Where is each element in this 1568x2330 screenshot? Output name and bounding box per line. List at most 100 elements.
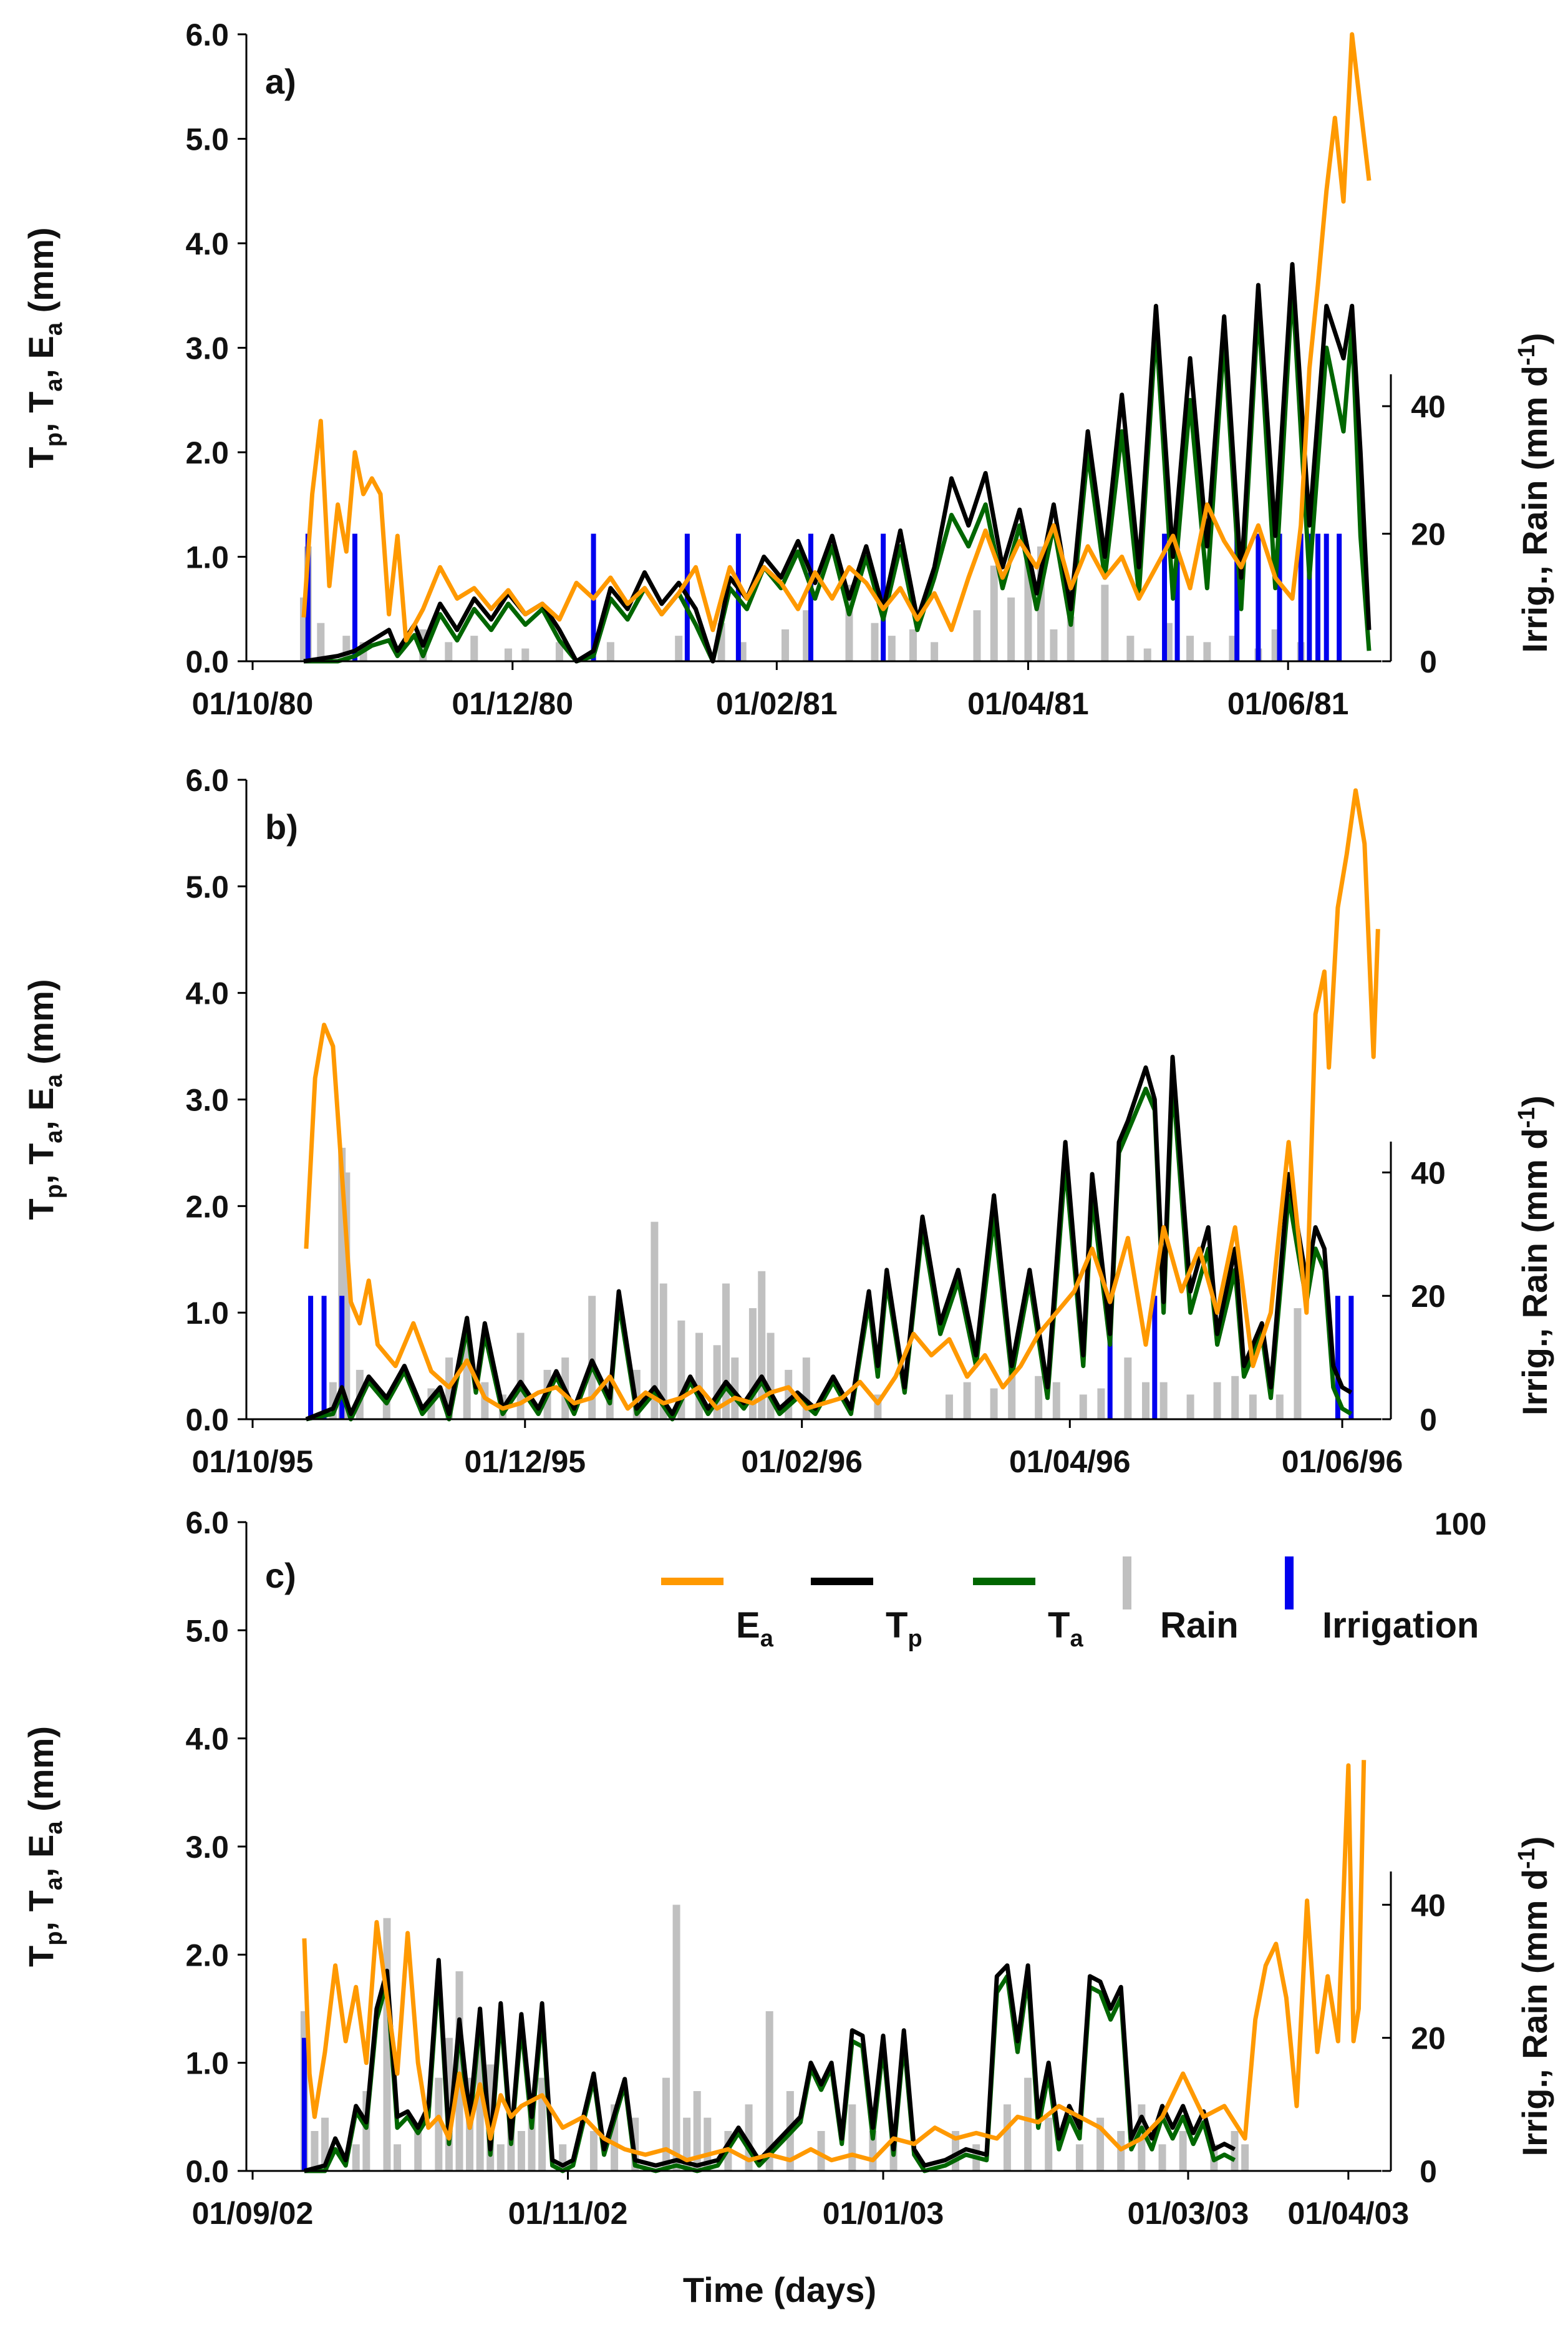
y-tick-label: 4.0: [185, 226, 229, 261]
left-axis-title-part: p: [41, 1931, 67, 1946]
irrigation-bar: [1298, 533, 1304, 661]
irrigation-bar: [1152, 1296, 1158, 1419]
rain-bar: [1024, 2077, 1032, 2171]
left-axis-title-part: a: [41, 1074, 67, 1087]
y-tick-label: 5.0: [185, 870, 229, 905]
y2-tick-label: 40: [1411, 1888, 1446, 1923]
rain-bar: [1231, 2131, 1239, 2171]
irrigation-bar: [1256, 533, 1261, 661]
left-axis-title: Tp, Ta, Ea (mm): [21, 1726, 67, 1967]
rain-bar: [1158, 2144, 1166, 2171]
right-axis-title-part: Irrig., Rain (mm d: [1515, 1128, 1554, 1415]
rain-bar: [1179, 2131, 1187, 2171]
rain-bar: [1126, 636, 1135, 661]
x-tick-label: 01/10/80: [192, 686, 314, 721]
y-tick-label: 4.0: [185, 976, 229, 1011]
legend-swatch-irrigation: [1285, 1556, 1294, 1609]
right-axis-title-part: ): [1515, 1095, 1554, 1107]
rain-bar: [538, 2077, 546, 2171]
y-tick-label: 6.0: [185, 763, 229, 798]
y2-tick-label: 0: [1420, 2154, 1437, 2189]
rain-bar: [1143, 648, 1151, 661]
rain-bar: [651, 1221, 659, 1419]
rain-bar: [1075, 2144, 1083, 2171]
rain-bar: [704, 2117, 712, 2171]
y-tick-label: 5.0: [185, 1613, 229, 1648]
panel-label: c): [265, 1556, 296, 1595]
right-axis-title-part: ): [1515, 1837, 1554, 1848]
rain-bar: [909, 629, 917, 661]
left-axis-title: Tp, Ta, Ea (mm): [21, 228, 67, 468]
left-axis-title-part: a: [41, 1130, 67, 1143]
x-tick-label: 01/04/03: [1288, 2196, 1410, 2231]
rain-bar: [782, 629, 790, 661]
y2-tick-label: 0: [1420, 644, 1437, 679]
x-tick-label: 01/02/96: [741, 1444, 863, 1479]
y-tick-label: 4.0: [185, 1722, 229, 1757]
left-axis-title-part: (mm): [21, 228, 60, 323]
rain-bar: [1052, 1382, 1060, 1419]
rain-bar: [990, 1388, 998, 1419]
rain-bar: [1294, 1308, 1302, 1419]
series-line-ta: [304, 283, 1372, 664]
rain-bar: [731, 1357, 739, 1419]
irrigation-bar: [321, 1296, 327, 1419]
x-tick-label: 01/10/95: [192, 1444, 314, 1479]
irrigation-bar: [1324, 533, 1329, 661]
rain-bar: [414, 2131, 422, 2171]
chart-panels: 0.0 1.0 2.0 3.0 4.0 5.0 6.0 0 20 40 01/10/80 01/12/…: [21, 17, 1554, 2231]
rain-bar: [470, 636, 478, 661]
series-line-ea: [301, 32, 1372, 643]
left-axis-title-part: , T: [21, 1890, 60, 1931]
rain-bar: [945, 1394, 953, 1419]
left-axis-title-part: T: [21, 1198, 60, 1220]
rain-bar: [555, 642, 563, 661]
rain-bar: [672, 1905, 680, 2171]
rain-bar: [1101, 585, 1109, 661]
y2-tick-label: 40: [1411, 389, 1446, 424]
irrigation-bar: [1335, 1296, 1340, 1419]
rain-bar: [973, 610, 981, 661]
rain-bar: [589, 2131, 598, 2171]
rain-bar: [1203, 642, 1211, 661]
y-tick-label: 0.0: [185, 2154, 229, 2189]
rain-bar: [521, 648, 530, 661]
right-axis-title-part: -1: [1514, 1107, 1540, 1129]
rain-bar: [1186, 1394, 1194, 1419]
rain-bar: [848, 2104, 856, 2171]
rain-bar: [1079, 1394, 1087, 1419]
y-tick-label: 0.0: [185, 1402, 229, 1437]
rain-bar: [1186, 636, 1194, 661]
rain-bar: [1213, 1382, 1221, 1419]
legend: Ea Tp Ta Rain Irrigation: [661, 1556, 1479, 1652]
rain-bar: [382, 1400, 390, 1419]
rain-bar: [1035, 1376, 1043, 1419]
rain-bar: [394, 2144, 402, 2171]
y-tick-label: 3.0: [185, 1830, 229, 1865]
rain-bar: [990, 565, 998, 661]
irrigation-bar: [1174, 533, 1180, 661]
y2-tick-label: 20: [1411, 517, 1446, 552]
rain-bar: [445, 642, 453, 661]
left-axis-title-part: (mm): [21, 1726, 60, 1821]
right-axis-title-part: Irrig., Rain (mm d: [1515, 1869, 1554, 2157]
legend-label-ea: Ea: [736, 1605, 774, 1652]
irrigation-bar: [808, 533, 813, 661]
irrigation-bar: [301, 2037, 307, 2171]
panel-1: 0.0 1.0 2.0 3.0 4.0 5.0 6.0 0 20 40 01/10/80 01/12/…: [21, 17, 1554, 721]
series-line-ea: [302, 1760, 1367, 2163]
x-tick-label: 01/03/03: [1128, 2196, 1249, 2231]
x-tick-label: 01/01/03: [823, 2196, 944, 2231]
overflow-axis-label: 100: [1435, 1507, 1486, 1541]
left-axis-title-part: a: [41, 1821, 67, 1835]
y-tick-label: 2.0: [185, 435, 229, 470]
y-tick-label: 3.0: [185, 331, 229, 366]
y-tick-label: 6.0: [185, 17, 229, 52]
rain-bar: [317, 623, 325, 661]
rain-bar: [1050, 629, 1058, 661]
rain-bar: [1159, 1382, 1168, 1419]
left-axis-title-part: a: [41, 378, 67, 392]
right-axis-title-part: Irrig., Rain (mm d: [1515, 366, 1554, 653]
y-tick-label: 6.0: [185, 1505, 229, 1540]
